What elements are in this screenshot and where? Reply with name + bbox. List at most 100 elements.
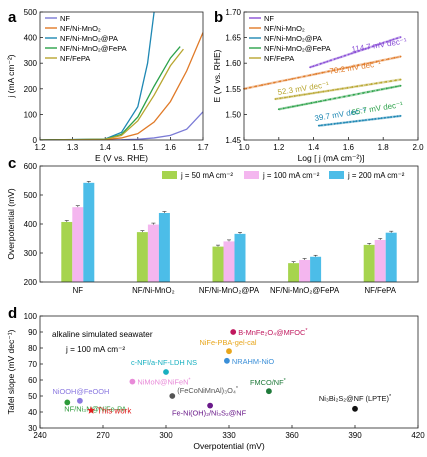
panel-b-ytick-label: 1.65 [225, 34, 241, 43]
panel-d-point-label: NRAHM-NiO [232, 357, 275, 366]
panel-c-ytick-label: 600 [24, 162, 38, 171]
panel-a-xaxis-label: E (V vs. RHE) [95, 153, 148, 163]
panel-a-xtick-label: 1.3 [67, 143, 79, 152]
panel-d-point-label: Ni₃Bi₂S₂@NF (LPTE)* [319, 394, 392, 403]
panel-b-xtick-label: 1.4 [308, 143, 320, 152]
panel-d-point [207, 402, 214, 409]
panel-a-ytick-label: 300 [24, 59, 38, 68]
panel-d-ytick-label: 60 [28, 376, 37, 385]
panel-d-xtick-label: 360 [285, 431, 299, 440]
panel-a-ytick-label: 400 [24, 34, 38, 43]
panel-c-ytick-label: 500 [24, 191, 38, 200]
panel-c-ytick-label: 300 [24, 249, 38, 258]
panel-b-frame [243, 11, 419, 141]
panel-c-bar [310, 256, 322, 282]
panel-c-yaxis-label: Overpotential (mV) [6, 188, 16, 259]
panel-b-data-point [371, 118, 374, 121]
panel-a-series-line [40, 48, 184, 140]
panel-b-slope-annotation: 70.2 mV dec⁻¹ [329, 59, 382, 76]
panel-c-bar [223, 241, 235, 282]
panel-d-point-label: NiOOH@FeOOH [53, 387, 110, 396]
panel-a-legend-label: NF/Ni-MnO₂@PA [60, 34, 118, 43]
panel-b-data-point [303, 93, 306, 96]
panel-b-data-point [396, 115, 399, 118]
panel-a-xtick-label: 1.5 [132, 143, 144, 152]
panel-d-point-label: NiFe-PBA-gel-cal [199, 338, 256, 347]
panel-b-data-point [389, 39, 392, 42]
panel-d-point-label: (FeCoNiMnAl)₃O₄* [177, 386, 239, 395]
panel-a-xtick-label: 1.7 [197, 143, 209, 152]
panel-b-data-point [350, 52, 353, 55]
panel-d-point-label: NiMoN@NiFeN* [137, 378, 191, 387]
panel-b-data-point [346, 121, 349, 124]
panel-b-xaxis-label: Log [ j (mA cm⁻²)] [298, 153, 365, 163]
panel-d-frame [39, 315, 419, 429]
panel-c-legend-swatch [162, 171, 177, 179]
panel-b-data-point [298, 94, 301, 97]
panel-b-legend-label: NF/Ni-MnO₂@FePA [264, 44, 331, 53]
panel-a-xtick-label: 1.4 [100, 143, 112, 152]
panel-a-xtick-label: 1.2 [34, 143, 46, 152]
panel-letter-c: c [8, 155, 16, 172]
panel-b-fit-line [243, 56, 401, 90]
panel-a-legend-label: NF/FePA [60, 54, 90, 63]
panel-d-point [163, 369, 169, 375]
panel-c-ytick-label: 200 [24, 278, 38, 287]
panel-d-xtick-label: 270 [96, 431, 110, 440]
panel-c-bar [147, 224, 159, 282]
panel-a-ytick-label: 0 [33, 136, 38, 145]
panel-a-ytick-label: 500 [24, 8, 38, 17]
panel-b-data-point [327, 89, 330, 92]
panel-b-legend-label: NF [264, 14, 274, 23]
panel-b-data-point [306, 102, 308, 105]
panel-d-point [226, 348, 232, 355]
panel-c-bar [158, 212, 170, 282]
panel-d-ytick-label: 80 [28, 344, 37, 353]
panel-b-legend-label: NF/Ni-MnO₂@PA [264, 34, 322, 43]
panel-c-ytick-label: 400 [24, 220, 38, 229]
panel-letter-a: a [8, 9, 17, 26]
panel-c-bar [136, 232, 148, 282]
panel-d-point-label: B-MnFe₂O₄@MFOC* [238, 328, 308, 337]
panel-b-xtick-label: 1.6 [343, 143, 355, 152]
panel-b-fit-line [309, 36, 401, 68]
panel-b-data-point [312, 92, 315, 94]
panel-b-fit-line [278, 85, 401, 110]
panel-d-point-label: c-NFI/a-NF-LDH NS [131, 358, 197, 367]
panel-d-point-label: This work [97, 406, 132, 415]
panel-c-legend-swatch [244, 171, 259, 179]
panel-c-category-label: NF [73, 286, 84, 295]
panel-c-bar [374, 239, 386, 282]
panel-c-legend-label: j = 50 mA cm⁻² [180, 171, 233, 180]
panel-d-ytick-label: 100 [24, 312, 38, 321]
panel-d-xaxis-label: Overpotential (mV) [193, 441, 264, 451]
panel-b-ytick-label: 1.55 [225, 85, 241, 94]
panel-a-legend-label: NF/Ni-MnO₂ [60, 24, 101, 33]
panel-letter-b: b [214, 9, 223, 26]
panel-c-bar [288, 263, 300, 282]
panel-c-frame [39, 165, 419, 283]
panel-b-ytick-label: 1.70 [225, 8, 241, 17]
panel-c-overpotential-bars: 200 300 400 500 600 Overpotential (mV) NF NF/Ni… [6, 162, 419, 295]
panel-d-yaxis-label: Tafel slope (mV dec⁻¹) [6, 329, 16, 414]
panel-b-xtick-label: 1.2 [273, 143, 285, 152]
panel-d-ytick-label: 50 [28, 392, 37, 401]
panel-d-point-label: Fe-Ni(OH)₂/Ni₃S₂@NF [172, 409, 247, 418]
panel-d-point [224, 357, 230, 364]
panel-d-point [129, 378, 136, 385]
panel-b-data-point [399, 84, 402, 87]
panel-d-point [230, 329, 237, 335]
panel-d-point [266, 388, 272, 395]
panel-c-legend-swatch [329, 171, 344, 179]
panel-d-point-label: FMCO/NF* [250, 378, 287, 387]
panel-d-ytick-label: 90 [28, 328, 37, 337]
panel-a-legend-label: NF/Ni-MnO₂@FePA [60, 44, 127, 53]
panel-c-category-label: NF/FePA [364, 286, 396, 295]
panel-b-data-point [291, 77, 294, 80]
panel-b-xtick-label: 1.8 [378, 143, 390, 152]
panel-d-point [64, 399, 71, 406]
panel-b-data-point [296, 104, 299, 107]
panel-c-legend-label: j = 100 mA cm⁻² [262, 171, 320, 180]
panel-c-bar [363, 244, 375, 282]
panel-b-xtick-label: 2.0 [412, 143, 424, 152]
